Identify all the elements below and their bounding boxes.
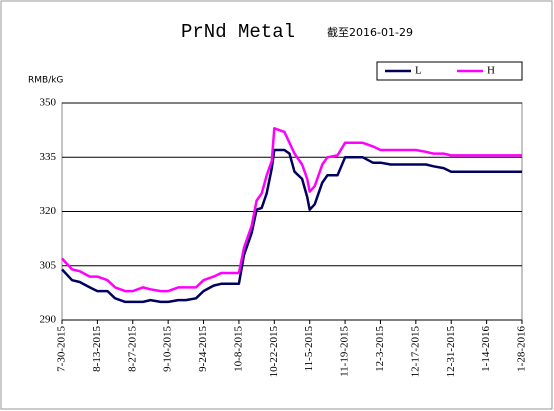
x-tick-label: 12-17-2015 [409,326,421,378]
x-tick-label: 1-28-2016 [516,326,528,372]
chart-subtitle: 截至2016-01-29 [327,25,413,39]
x-tick-label: 7-30-2015 [56,326,68,372]
x-tick-label: 8-13-2015 [91,326,103,372]
x-tick-label: 10-22-2015 [268,326,280,378]
x-tick-label: 9-10-2015 [162,326,174,372]
x-tick-label: 9-24-2015 [197,326,209,372]
x-tick-label: 10-8-2015 [232,326,244,372]
y-tick-label: 290 [40,314,57,326]
y-tick-label: 305 [40,259,57,271]
chart-title: PrNd Metal [181,21,295,43]
x-tick-label: 12-31-2015 [445,326,457,378]
line-series [61,127,522,293]
line-series [61,148,522,304]
legend-label: H [487,65,495,77]
x-tick-label: 12-3-2015 [374,326,386,372]
x-tick-label: 11-19-2015 [339,326,351,377]
x-tick-label: 8-27-2015 [126,326,138,372]
y-axis-label: RMB/kG [28,76,63,86]
y-tick-label: 350 [40,97,57,109]
y-tick-label: 320 [40,205,57,217]
legend-box [376,61,523,81]
y-tick-label: 335 [40,151,57,163]
x-tick-label: 11-5-2015 [303,326,315,372]
x-tick-label: 1-14-2016 [480,326,492,372]
legend-label: L [415,65,422,77]
